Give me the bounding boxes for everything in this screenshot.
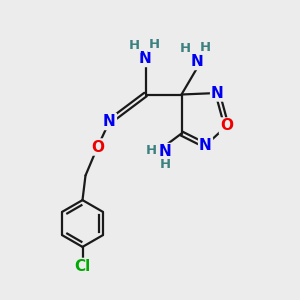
Text: Cl: Cl bbox=[74, 259, 91, 274]
Text: H: H bbox=[199, 41, 211, 54]
Text: O: O bbox=[220, 118, 233, 134]
Text: H: H bbox=[128, 39, 140, 52]
Text: O: O bbox=[91, 140, 104, 154]
Text: H: H bbox=[146, 143, 157, 157]
Text: H: H bbox=[179, 42, 191, 55]
Text: N: N bbox=[139, 51, 152, 66]
Text: H: H bbox=[148, 38, 160, 51]
Text: N: N bbox=[103, 114, 116, 129]
Text: N: N bbox=[211, 85, 224, 100]
Text: N: N bbox=[199, 138, 212, 153]
Text: N: N bbox=[159, 144, 171, 159]
Text: H: H bbox=[159, 158, 171, 172]
Text: N: N bbox=[190, 54, 203, 69]
